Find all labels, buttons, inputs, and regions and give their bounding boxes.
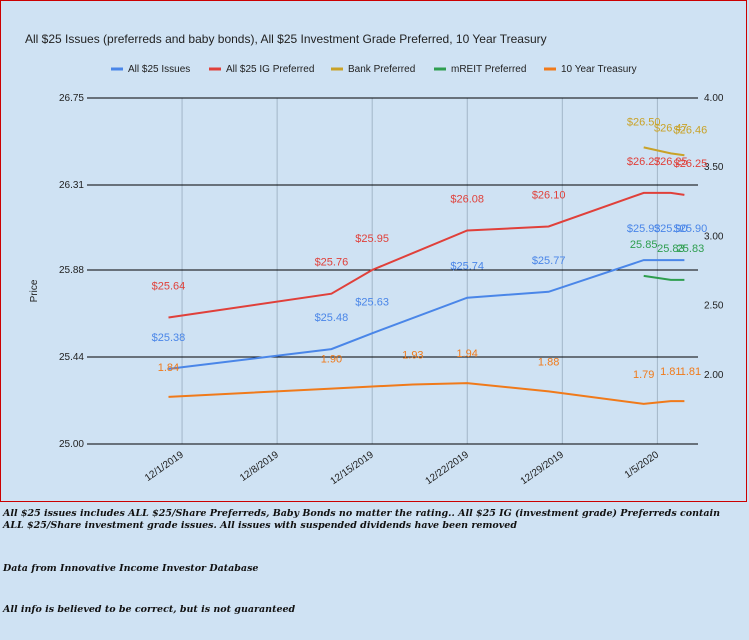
data-label: $25.93 (627, 223, 661, 235)
line-chart: All $25 Issues (preferreds and baby bond… (25, 32, 724, 487)
note-rating: All $25 issues includes ALL $25/Share Pr… (3, 508, 721, 531)
series-line (643, 146, 685, 157)
y-tick-label: 26.75 (59, 93, 84, 104)
data-label: 1.90 (321, 354, 342, 366)
data-label: $25.90 (654, 223, 688, 235)
x-tick-label: 1/5/2020 (623, 449, 662, 481)
data-label: $25.74 (450, 261, 484, 273)
note-source: Data from Innovative Income Investor Dat… (3, 563, 259, 574)
x-tick-label: 12/29/2019 (519, 449, 567, 487)
series-line (168, 259, 685, 370)
data-label: 25.85 (630, 239, 658, 251)
data-label: 1.81 (680, 366, 701, 378)
data-label: 1.79 (633, 369, 654, 381)
legend-label: All $25 IG Preferred (226, 64, 314, 75)
data-label: $25.95 (355, 233, 389, 245)
data-label: $26.25 (654, 156, 688, 168)
data-label: $25.48 (315, 312, 349, 324)
data-label: $25.90 (674, 223, 708, 235)
chart-container: All $25 Issues (preferreds and baby bond… (0, 0, 747, 502)
legend-label: Bank Preferred (348, 64, 415, 75)
y-tick-label: 25.00 (59, 439, 84, 450)
chart-title: All $25 Issues (preferreds and baby bond… (25, 32, 547, 46)
data-label: 25.83 (657, 243, 685, 255)
series-line (643, 274, 685, 281)
legend-label: mREIT Preferred (451, 64, 526, 75)
data-label: $26.10 (532, 190, 566, 202)
data-label: $26.25 (674, 158, 708, 170)
data-label: 1.88 (538, 356, 559, 368)
data-label: 25.83 (677, 243, 705, 255)
y-tick-label: 25.88 (59, 265, 84, 276)
data-label: $25.76 (315, 257, 349, 269)
y2-tick-label: 3.00 (704, 231, 724, 242)
data-label: $26.27 (627, 156, 661, 168)
data-label: $26.46 (674, 124, 708, 136)
x-tick-label: 12/15/2019 (329, 449, 377, 487)
data-label: $25.63 (355, 296, 389, 308)
data-label: $26.47 (654, 122, 688, 134)
x-tick-label: 12/1/2019 (143, 449, 186, 484)
data-label: $26.08 (450, 193, 484, 205)
series-line (168, 191, 685, 319)
data-label: 1.94 (456, 348, 477, 360)
data-label: $25.38 (152, 332, 186, 344)
y2-tick-label: 2.00 (704, 370, 724, 381)
y-tick-label: 26.31 (59, 180, 84, 191)
series-line (168, 382, 685, 405)
legend-label: 10 Year Treasury (561, 64, 637, 75)
note-disclaimer: All info is believed to be correct, but … (3, 604, 296, 615)
y-tick-label: 25.44 (59, 352, 84, 363)
data-label: $25.77 (532, 255, 566, 267)
data-label: 1.84 (158, 362, 179, 374)
y2-tick-label: 4.00 (704, 93, 724, 104)
y2-tick-label: 3.50 (704, 162, 724, 173)
y2-tick-label: 2.50 (704, 301, 724, 312)
data-label: $26.50 (627, 116, 661, 128)
x-tick-label: 12/8/2019 (238, 449, 281, 484)
data-label: $25.64 (152, 280, 186, 292)
data-label: 1.81 (660, 366, 681, 378)
data-label: 1.93 (402, 349, 423, 361)
y-axis-label: Price (29, 279, 40, 302)
legend-label: All $25 Issues (128, 64, 190, 75)
x-tick-label: 12/22/2019 (424, 449, 472, 487)
